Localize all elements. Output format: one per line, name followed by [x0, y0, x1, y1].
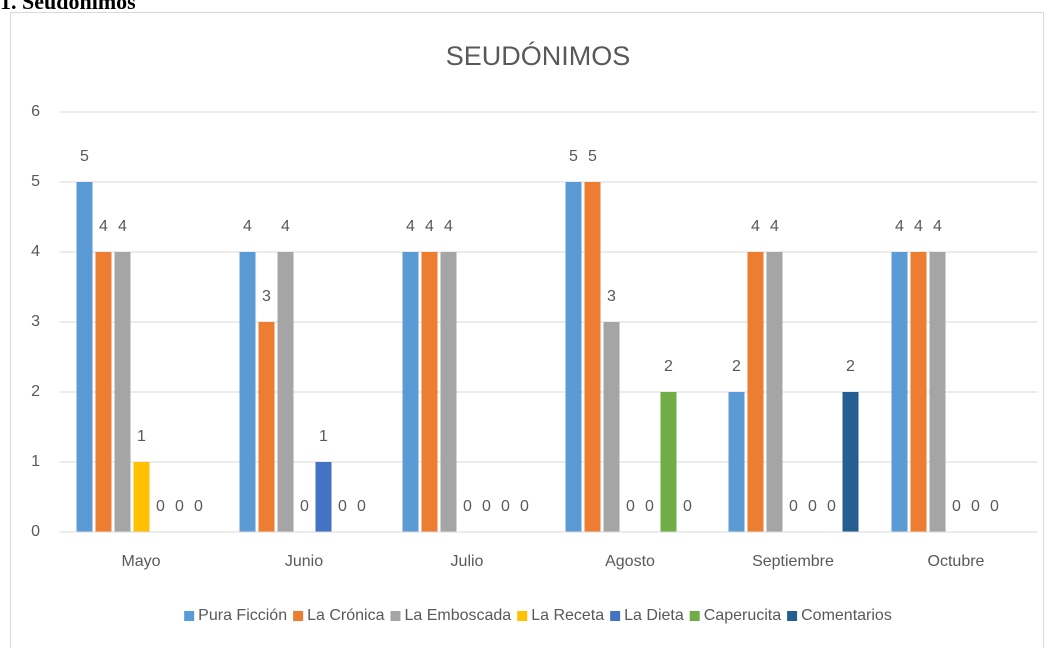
bar [239, 252, 256, 532]
bar [114, 252, 131, 532]
value-label: 0 [520, 498, 529, 515]
chart-frame [10, 12, 1044, 648]
value-label: 0 [482, 498, 491, 515]
bar [440, 252, 457, 532]
y-tick-label: 0 [31, 523, 40, 540]
bar [603, 322, 620, 532]
bar [258, 322, 275, 532]
chart-title: SEUDÓNIMOS [446, 40, 631, 71]
value-label: 0 [156, 498, 165, 515]
bar [584, 182, 601, 532]
value-label: 0 [501, 498, 510, 515]
value-label: 0 [175, 498, 184, 515]
legend-marker [517, 611, 528, 621]
y-tick-label: 3 [31, 313, 40, 330]
heading: 1. Seudónimos [0, 0, 136, 14]
bar [747, 252, 764, 532]
legend-marker [184, 611, 195, 621]
x-tick-label: Agosto [605, 553, 655, 570]
legend-label: Caperucita [704, 607, 781, 624]
value-label: 0 [626, 498, 635, 515]
legend-label: Pura Ficción [198, 607, 287, 624]
value-label: 0 [789, 498, 798, 515]
value-label: 4 [406, 218, 415, 235]
x-tick-label: Septiembre [752, 553, 834, 570]
legend-marker [689, 611, 700, 621]
x-tick-label: Octubre [928, 553, 985, 570]
value-label: 2 [732, 358, 741, 375]
bar [76, 182, 93, 532]
x-tick-label: Junio [285, 553, 323, 570]
value-label: 1 [319, 428, 328, 445]
value-label: 2 [846, 358, 855, 375]
value-label: 4 [751, 218, 760, 235]
value-label: 5 [569, 148, 578, 165]
bar [910, 252, 927, 532]
legend-label: La Crónica [307, 607, 384, 624]
value-label: 0 [357, 498, 366, 515]
value-label: 0 [300, 498, 309, 515]
bar [660, 392, 677, 532]
y-tick-label: 6 [31, 103, 40, 120]
legend-marker [293, 611, 304, 621]
y-tick-label: 5 [31, 173, 40, 190]
value-label: 0 [645, 498, 654, 515]
value-label: 4 [444, 218, 453, 235]
x-tick-label: Julio [451, 553, 484, 570]
y-tick-label: 2 [31, 383, 40, 400]
value-label: 0 [952, 498, 961, 515]
bar [315, 462, 332, 532]
bar [402, 252, 419, 532]
value-label: 3 [607, 288, 616, 305]
value-label: 4 [770, 218, 779, 235]
value-label: 4 [243, 218, 252, 235]
value-label: 0 [827, 498, 836, 515]
bar [565, 182, 582, 532]
value-label: 1 [137, 428, 146, 445]
bar [766, 252, 783, 532]
value-label: 4 [281, 218, 290, 235]
value-label: 0 [683, 498, 692, 515]
bar [95, 252, 112, 532]
y-tick-label: 1 [31, 453, 40, 470]
value-label: 0 [338, 498, 347, 515]
value-label: 0 [194, 498, 203, 515]
value-label: 4 [99, 218, 108, 235]
bar [929, 252, 946, 532]
bar [891, 252, 908, 532]
y-tick-label: 4 [31, 243, 40, 260]
legend-marker [610, 611, 621, 621]
bar [133, 462, 150, 532]
value-label: 3 [262, 288, 271, 305]
legend-marker [390, 611, 401, 621]
value-label: 4 [914, 218, 923, 235]
legend-label: La Emboscada [404, 607, 511, 624]
value-label: 0 [971, 498, 980, 515]
bar [421, 252, 438, 532]
value-label: 0 [463, 498, 472, 515]
value-label: 4 [895, 218, 904, 235]
legend-label: La Receta [531, 607, 604, 624]
legend-label: Comentarios [801, 607, 892, 624]
value-label: 2 [664, 358, 673, 375]
legend-label: La Dieta [624, 607, 684, 624]
bar [277, 252, 294, 532]
bar [728, 392, 745, 532]
value-label: 5 [588, 148, 597, 165]
value-label: 0 [808, 498, 817, 515]
x-tick-label: Mayo [121, 553, 160, 570]
legend-marker [787, 611, 798, 621]
value-label: 5 [80, 148, 89, 165]
value-label: 4 [118, 218, 127, 235]
value-label: 4 [933, 218, 942, 235]
value-label: 0 [990, 498, 999, 515]
bar [842, 392, 859, 532]
value-label: 4 [425, 218, 434, 235]
